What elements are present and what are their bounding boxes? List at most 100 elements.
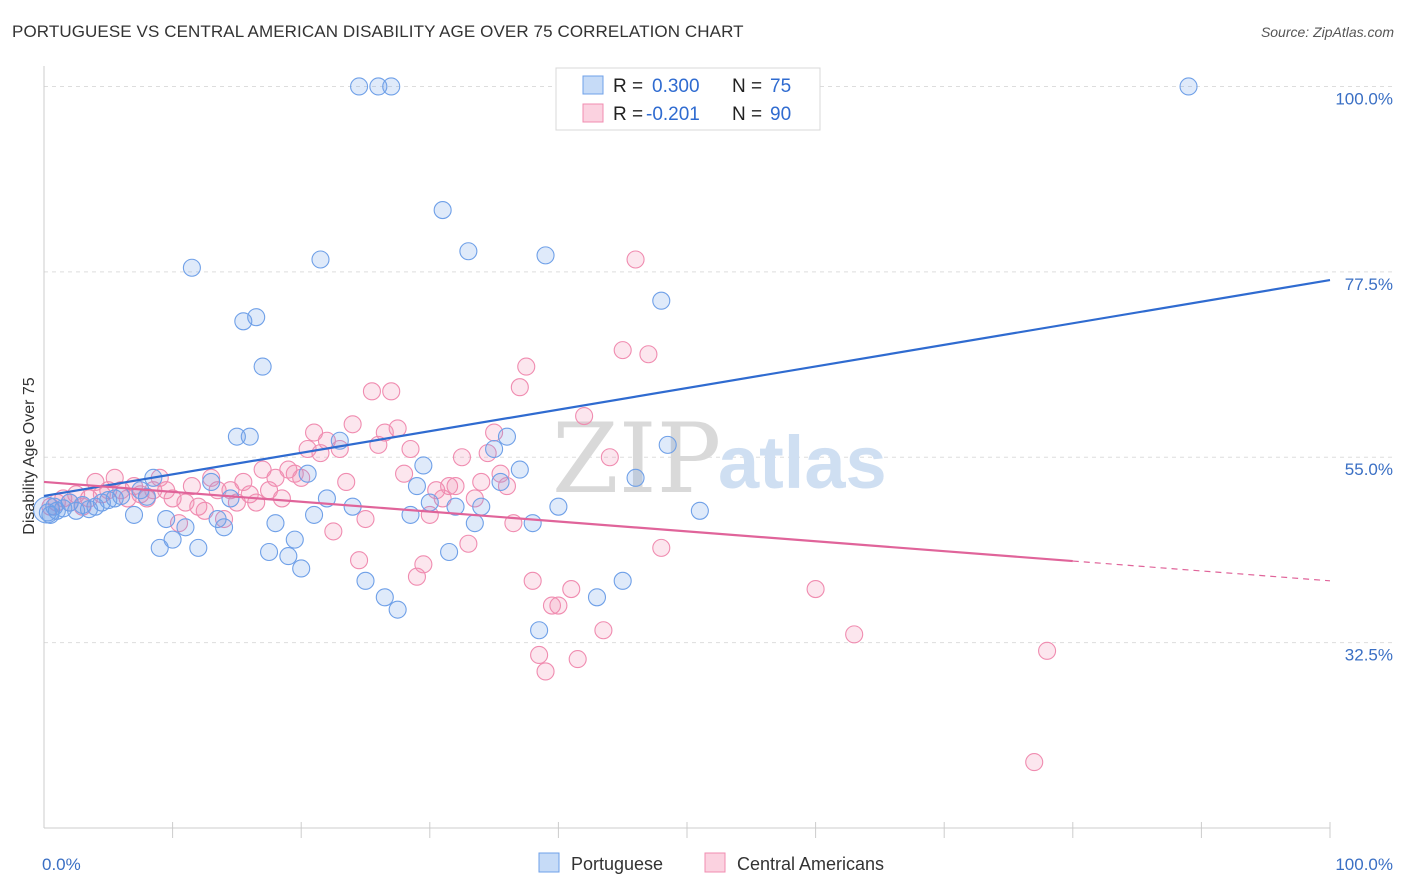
- watermark: ZIP atlas: [552, 403, 887, 515]
- point-portuguese-58: [465, 514, 484, 533]
- point-portuguese-49: [388, 600, 407, 619]
- bottom-legend-swatch-portuguese: [538, 852, 560, 873]
- trend-line-central: [43, 480, 1073, 563]
- y-axis-label: Disability Age Over 75: [21, 377, 38, 535]
- point-portuguese-64: [523, 514, 542, 533]
- point-portuguese-22: [182, 258, 201, 277]
- legend-r-label-central: R =: [613, 104, 643, 125]
- point-portuguese-45: [356, 571, 375, 590]
- point-central-56: [401, 439, 420, 459]
- point-portuguese-70: [626, 468, 645, 487]
- point-central-54: [388, 419, 407, 438]
- legend-n-value-central: 90: [770, 104, 791, 125]
- point-central-55: [395, 464, 414, 483]
- point-portuguese-74: [1179, 77, 1198, 96]
- point-portuguese-57: [459, 242, 478, 261]
- point-portuguese-20: [163, 530, 182, 549]
- point-central-46: [337, 472, 356, 492]
- point-central-65: [459, 534, 478, 553]
- legend-n-value-portuguese: 75: [770, 76, 791, 97]
- point-portuguese-13: [112, 486, 131, 506]
- y-tick-label-2: 55.0%: [1345, 460, 1393, 479]
- point-central-88: [652, 538, 671, 557]
- data-points: [33, 77, 1198, 772]
- point-central-24: [195, 501, 214, 520]
- point-portuguese-35: [279, 547, 298, 566]
- point-portuguese-62: [497, 427, 517, 446]
- y-tick-label-0: 100.0%: [1335, 89, 1393, 108]
- point-portuguese-23: [189, 538, 208, 557]
- point-central-75: [523, 571, 542, 590]
- y-tick-labels: 100.0% 77.5% 55.0% 32.5%: [1335, 89, 1393, 664]
- legend-r-label-portuguese: R =: [613, 76, 643, 97]
- watermark-zip: ZIP: [552, 403, 721, 515]
- point-central-92: [1025, 753, 1044, 772]
- point-central-86: [626, 250, 645, 269]
- point-portuguese-71: [652, 291, 671, 310]
- legend-r-value-central: -0.201: [646, 104, 700, 125]
- point-portuguese-31: [247, 308, 266, 327]
- point-portuguese-16: [137, 487, 156, 506]
- point-portuguese-32: [253, 357, 272, 376]
- point-portuguese-73: [690, 501, 709, 520]
- point-central-74: [517, 357, 536, 376]
- point-central-77: [536, 662, 555, 681]
- point-portuguese-30: [240, 427, 259, 446]
- point-portuguese-26: [214, 518, 234, 537]
- point-portuguese-38: [298, 464, 317, 483]
- point-central-33: [253, 460, 272, 479]
- x-tick-labels: 0.0% 100.0%: [42, 855, 1393, 874]
- point-central-89: [806, 580, 825, 599]
- watermark-atlas: atlas: [718, 421, 887, 504]
- point-central-63: [446, 477, 465, 496]
- point-portuguese-14: [124, 505, 144, 524]
- point-portuguese-24: [202, 472, 221, 492]
- point-portuguese-40: [311, 250, 330, 269]
- point-portuguese-55: [440, 542, 459, 562]
- point-central-87: [639, 345, 658, 364]
- point-central-32: [247, 493, 266, 512]
- point-portuguese-54: [433, 201, 452, 220]
- point-portuguese-69: [613, 571, 632, 590]
- chart-title: PORTUGUESE VS CENTRAL AMERICAN DISABILIT…: [12, 22, 744, 41]
- point-central-73: [510, 378, 529, 397]
- point-portuguese-61: [491, 472, 510, 492]
- point-central-41: [305, 423, 324, 442]
- point-central-82: [575, 406, 594, 426]
- point-portuguese-34: [266, 514, 285, 533]
- y-tick-label-3: 32.5%: [1345, 646, 1393, 665]
- point-portuguese-68: [587, 588, 607, 607]
- point-portuguese-39: [305, 505, 324, 524]
- point-central-67: [472, 472, 491, 492]
- point-portuguese-46: [369, 77, 388, 96]
- point-portuguese-18: [150, 538, 169, 557]
- bottom-legend-central: Central Americans: [737, 854, 884, 874]
- point-portuguese-60: [485, 439, 504, 459]
- point-portuguese-53: [420, 493, 439, 512]
- point-central-76: [530, 645, 549, 665]
- point-central-48: [350, 551, 369, 570]
- series-legend: Portuguese Central Americans: [538, 852, 884, 874]
- point-central-35: [266, 468, 285, 487]
- point-portuguese-36: [285, 530, 304, 549]
- point-central-84: [600, 448, 619, 467]
- point-portuguese-65: [530, 621, 549, 640]
- bottom-legend-swatch-central: [704, 852, 726, 873]
- bottom-legend-portuguese: Portuguese: [571, 854, 663, 874]
- point-portuguese-72: [658, 435, 677, 454]
- point-central-44: [324, 522, 343, 541]
- axes: [43, 66, 1331, 838]
- legend-n-label-portuguese: N =: [732, 76, 762, 97]
- chart-source: Source: ZipAtlas.com: [1260, 24, 1394, 40]
- point-central-81: [568, 650, 587, 669]
- legend-swatch-central: [582, 103, 604, 123]
- point-portuguese-67: [549, 497, 568, 516]
- legend-swatch-portuguese: [582, 75, 604, 95]
- point-portuguese-33: [259, 542, 279, 562]
- point-portuguese-63: [510, 460, 529, 479]
- point-portuguese-19: [157, 509, 176, 529]
- point-central-83: [594, 621, 613, 640]
- point-central-62: [440, 477, 459, 496]
- point-central-50: [362, 382, 381, 401]
- point-central-53: [382, 382, 401, 401]
